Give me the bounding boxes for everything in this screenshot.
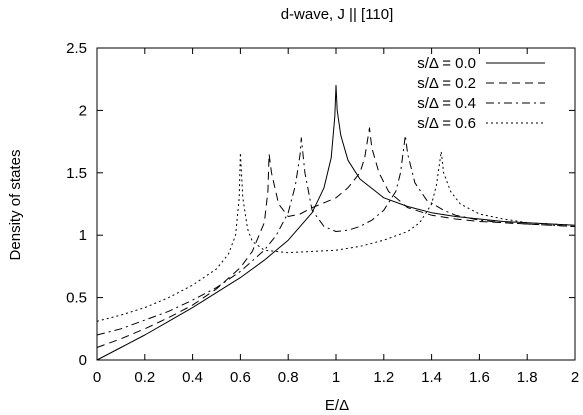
x-tick-label: 0.8	[278, 369, 299, 386]
series-line-3	[96, 151, 576, 322]
x-tick-label: 1.6	[469, 369, 490, 386]
x-tick-label: 0.4	[182, 369, 203, 386]
y-axis-label: Density of states	[7, 150, 24, 261]
legend-label: s/Δ = 0.4	[417, 95, 476, 112]
plot-frame	[96, 47, 576, 361]
x-axis-label: E/Δ	[325, 397, 349, 414]
y-tick-label: 0.5	[66, 290, 87, 307]
x-tick-label: 1.4	[421, 369, 442, 386]
x-tick-label: 0	[93, 369, 101, 386]
series-line-0	[96, 84, 576, 361]
legend-label: s/Δ = 0.6	[417, 115, 476, 132]
y-tick-label: 2	[79, 102, 87, 119]
legend-label: s/Δ = 0.2	[417, 75, 476, 92]
x-tick-label: 2	[571, 369, 579, 386]
y-tick-label: 0	[79, 352, 87, 369]
x-tick-label: 1.2	[373, 369, 394, 386]
series-line-1	[96, 127, 576, 348]
x-tick-label: 1.8	[517, 369, 538, 386]
series-layer	[96, 84, 576, 361]
x-tick-label: 0.2	[134, 369, 155, 386]
axis-ticks: 0 0.2 0.4 0.6 0.8 1 1.2 1.4 1.6 1.8 2 0 0.5 1 1.5 2 2.5	[66, 40, 579, 386]
chart-title: d-wave, J || [110]	[281, 6, 394, 23]
y-tick-label: 1	[79, 227, 87, 244]
y-tick-label: 1.5	[66, 165, 87, 182]
y-tick-label: 2.5	[66, 40, 87, 57]
legend: s/Δ = 0.0 s/Δ = 0.2 s/Δ = 0.4 s/Δ = 0.6	[417, 55, 545, 132]
legend-label: s/Δ = 0.0	[417, 55, 476, 72]
x-tick-label: 1	[332, 369, 340, 386]
series-line-2	[96, 134, 576, 336]
x-tick-label: 0.6	[230, 369, 251, 386]
